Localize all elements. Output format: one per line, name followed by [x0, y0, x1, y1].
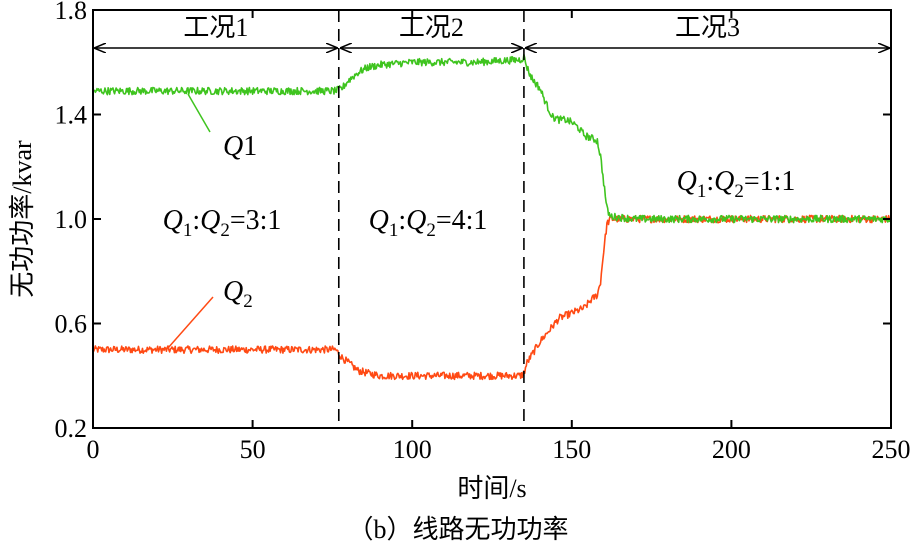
x-tick-label: 100: [393, 435, 432, 464]
x-tick-label: 150: [552, 435, 591, 464]
series-label-q2: Q2: [223, 276, 253, 312]
condition-label-bg: [397, 12, 465, 42]
x-tick-label: 200: [712, 435, 751, 464]
series-layer: [92, 53, 892, 381]
condition-label-bg: [673, 12, 741, 42]
condition-label: 工况3: [675, 13, 740, 42]
x-axis-label: 时间/s: [457, 474, 526, 503]
y-tick-label: 1.8: [55, 0, 88, 25]
x-tick-label: 250: [872, 435, 911, 464]
condition-boundaries: [337, 10, 525, 428]
condition-label: 工况1: [183, 13, 248, 42]
series-label-q1-leader: [187, 93, 211, 133]
series-line-q1: [92, 53, 892, 224]
ratio-annotation: Q1:Q2=4:1: [369, 205, 488, 241]
series-line-q2: [92, 214, 892, 381]
x-tick-label: 50: [240, 435, 266, 464]
figure-caption: （b）线路无功功率: [347, 515, 568, 544]
ratio-annotation: Q1:Q2=1:1: [677, 166, 796, 202]
condition-annotations: 工况1 工况2 工况3 Q1:Q2=3:1 Q1:Q2=4:1 Q1:Q2=1:1: [95, 12, 889, 241]
y-tick-label: 1.4: [55, 101, 88, 130]
series-label-q2-leader: [167, 296, 214, 349]
condition-label-bg: [182, 12, 250, 42]
series-label-q1: Q1: [223, 131, 257, 162]
y-axis-label: 无功功率/kvar: [8, 140, 37, 298]
axes: 0 50 100 150 200 250 0.2 0.6 1.0 1.4 1.8: [55, 0, 911, 464]
condition-label: 工况2: [399, 13, 464, 42]
ratio-annotation: Q1:Q2=3:1: [163, 205, 282, 241]
y-tick-label: 0.2: [55, 414, 88, 443]
y-tick-label: 0.6: [55, 310, 88, 339]
y-tick-label: 1.0: [55, 205, 88, 234]
x-tick-label: 0: [87, 435, 100, 464]
